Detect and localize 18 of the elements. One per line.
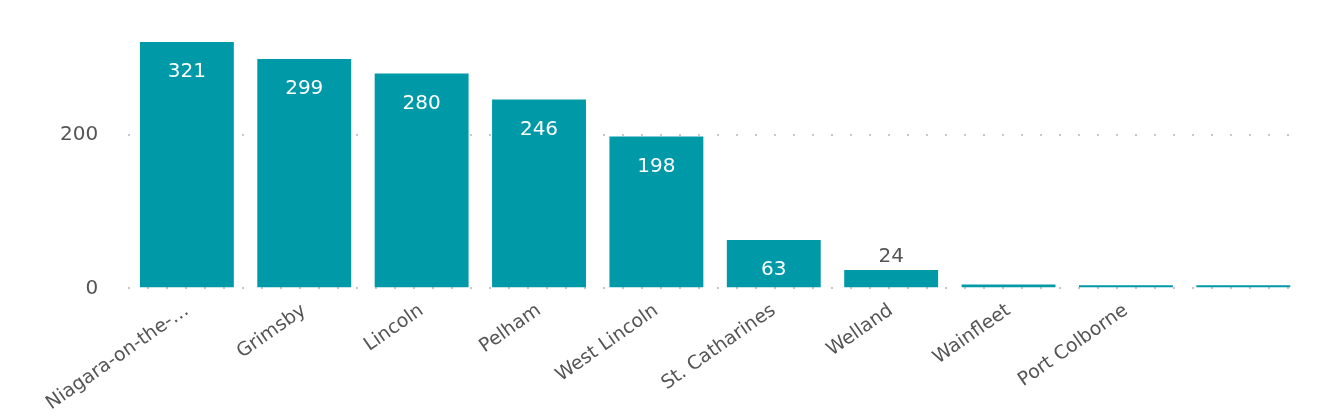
bar [726,240,821,288]
bar [139,42,234,288]
data-label: 321 [167,58,206,83]
y-tick-label: 200 [59,121,99,146]
data-label: 299 [285,75,324,100]
bar [1196,285,1291,288]
data-label: 24 [878,243,904,268]
bar [844,269,939,288]
bar [374,73,469,288]
bar [257,58,352,288]
data-label: 280 [402,89,441,114]
bar [1078,285,1173,288]
data-label: 246 [519,115,559,140]
data-label: 198 [637,152,676,177]
bar [492,99,586,288]
y-tick-label: 0 [85,274,99,299]
bar [609,136,704,288]
data-label: 63 [761,256,787,281]
